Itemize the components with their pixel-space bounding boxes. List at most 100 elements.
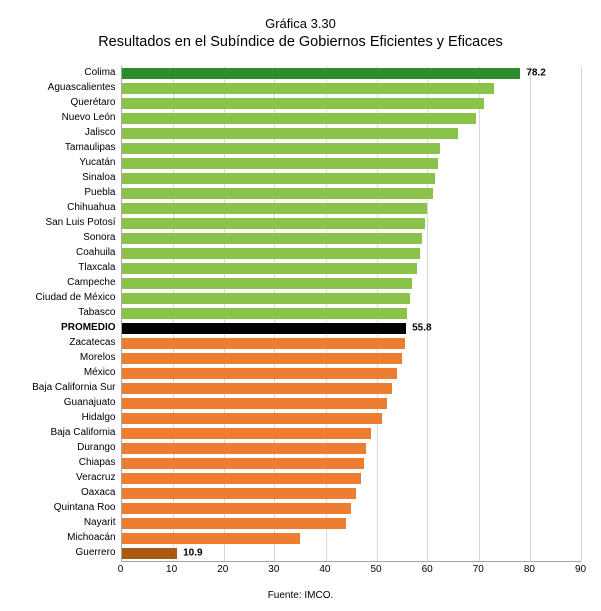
- y-axis-label: Hidalgo: [82, 413, 122, 423]
- bar-row: Tabasco: [122, 308, 581, 319]
- bar-value-label: 55.8: [406, 323, 431, 334]
- bar-chart: 78.2ColimaAguascalientesQuerétaroNuevo L…: [21, 66, 581, 580]
- y-axis-label: Nuevo León: [62, 113, 122, 123]
- bar: [122, 173, 436, 184]
- y-axis-label: Nayarit: [84, 518, 122, 528]
- title-line1: Gráfica 3.30: [20, 16, 581, 33]
- bar: 10.9: [122, 548, 178, 559]
- y-axis-label: Coahuila: [76, 248, 121, 258]
- y-axis-label: Campeche: [67, 278, 121, 288]
- y-axis-label: Tabasco: [78, 308, 121, 318]
- bar-row: Tlaxcala: [122, 263, 581, 274]
- bar: [122, 443, 367, 454]
- x-axis-tick: 40: [319, 564, 330, 575]
- y-axis-label: Quintana Roo: [54, 503, 122, 513]
- bar-value-label: 10.9: [177, 548, 202, 559]
- x-axis-tick: 10: [166, 564, 177, 575]
- y-axis-label: Guerrero: [75, 548, 121, 558]
- y-axis-label: Jalisco: [85, 128, 122, 138]
- bar-row: Jalisco: [122, 128, 581, 139]
- y-axis-label: Querétaro: [70, 98, 121, 108]
- x-axis-tick: 20: [217, 564, 228, 575]
- x-axis-tick: 70: [473, 564, 484, 575]
- bar-row: Chiapas: [122, 458, 581, 469]
- bar-row: 78.2Colima: [122, 68, 581, 79]
- bar: [122, 113, 476, 124]
- y-axis-label: Colima: [84, 68, 121, 78]
- bar: [122, 458, 364, 469]
- x-axis-tick: 90: [575, 564, 586, 575]
- x-axis: 0102030405060708090: [121, 562, 581, 580]
- bar-row: Michoacán: [122, 533, 581, 544]
- y-axis-label: Yucatán: [79, 158, 121, 168]
- bar-value-label: 78.2: [520, 68, 545, 79]
- bar: [122, 503, 352, 514]
- bar: [122, 278, 413, 289]
- bar-row: Hidalgo: [122, 413, 581, 424]
- y-axis-label: Puebla: [84, 188, 121, 198]
- bar: [122, 188, 433, 199]
- bar-row: Zacatecas: [122, 338, 581, 349]
- bar-row: Guanajuato: [122, 398, 581, 409]
- bar-row: Campeche: [122, 278, 581, 289]
- bar: [122, 383, 392, 394]
- x-axis-tick: 0: [118, 564, 124, 575]
- bar: [122, 233, 423, 244]
- y-axis-label: Aguascalientes: [48, 83, 122, 93]
- bar-row: Baja California: [122, 428, 581, 439]
- x-axis-tick: 60: [422, 564, 433, 575]
- bars-layer: 78.2Colima Aguascalientes Querétaro Nuevo L…: [122, 66, 581, 561]
- bar: [122, 98, 484, 109]
- bar: [122, 533, 301, 544]
- x-axis-tick: 50: [370, 564, 381, 575]
- bar-row: Coahuila: [122, 248, 581, 259]
- bar: [122, 308, 408, 319]
- bar: [122, 488, 357, 499]
- title-line2: Resultados en el Subíndice de Gobiernos …: [20, 33, 581, 52]
- x-axis-tick: 80: [524, 564, 535, 575]
- bar-row: Nuevo León: [122, 113, 581, 124]
- bar: 55.8: [122, 323, 407, 334]
- bar-row: Yucatán: [122, 158, 581, 169]
- plot-area: 78.2Colima Aguascalientes Querétaro Nuevo L…: [121, 66, 581, 562]
- bar-row: Aguascalientes: [122, 83, 581, 94]
- y-axis-label: San Luis Potosí: [45, 218, 121, 228]
- bar: [122, 128, 459, 139]
- y-axis-label: Zacatecas: [69, 338, 121, 348]
- bar-row: 55.8PROMEDIO: [122, 323, 581, 334]
- y-axis-label: Veracruz: [76, 473, 121, 483]
- bar-row: Tamaulipas: [122, 143, 581, 154]
- bar-row: Oaxaca: [122, 488, 581, 499]
- y-axis-label: Ciudad de México: [35, 293, 121, 303]
- bar: [122, 473, 362, 484]
- bar: [122, 518, 346, 529]
- bar: [122, 428, 372, 439]
- y-axis-label: Chihuahua: [67, 203, 121, 213]
- y-axis-label: Tlaxcala: [78, 263, 121, 273]
- bar: 78.2: [122, 68, 521, 79]
- y-axis-label: Chiapas: [79, 458, 122, 468]
- y-axis-label: Durango: [77, 443, 121, 453]
- bar-row: Durango: [122, 443, 581, 454]
- grid-line: [581, 66, 582, 561]
- bar-row: Baja California Sur: [122, 383, 581, 394]
- y-axis-label: Morelos: [80, 353, 122, 363]
- y-axis-label: Sinaloa: [82, 173, 121, 183]
- y-axis-label: Oaxaca: [81, 488, 121, 498]
- bar: [122, 203, 428, 214]
- bar: [122, 293, 410, 304]
- figure: Gráfica 3.30 Resultados en el Subíndice …: [0, 0, 601, 611]
- y-axis-label: Guanajuato: [64, 398, 122, 408]
- bar: [122, 263, 418, 274]
- y-axis-label: PROMEDIO: [61, 323, 121, 333]
- bar-row: Sinaloa: [122, 173, 581, 184]
- bar-row: San Luis Potosí: [122, 218, 581, 229]
- bar: [122, 218, 425, 229]
- source-text: Fuente: IMCO.: [20, 590, 581, 601]
- bar-row: Chihuahua: [122, 203, 581, 214]
- bar: [122, 248, 420, 259]
- bar-row: Querétaro: [122, 98, 581, 109]
- y-axis-label: Sonora: [83, 233, 121, 243]
- bar: [122, 368, 397, 379]
- bar: [122, 398, 387, 409]
